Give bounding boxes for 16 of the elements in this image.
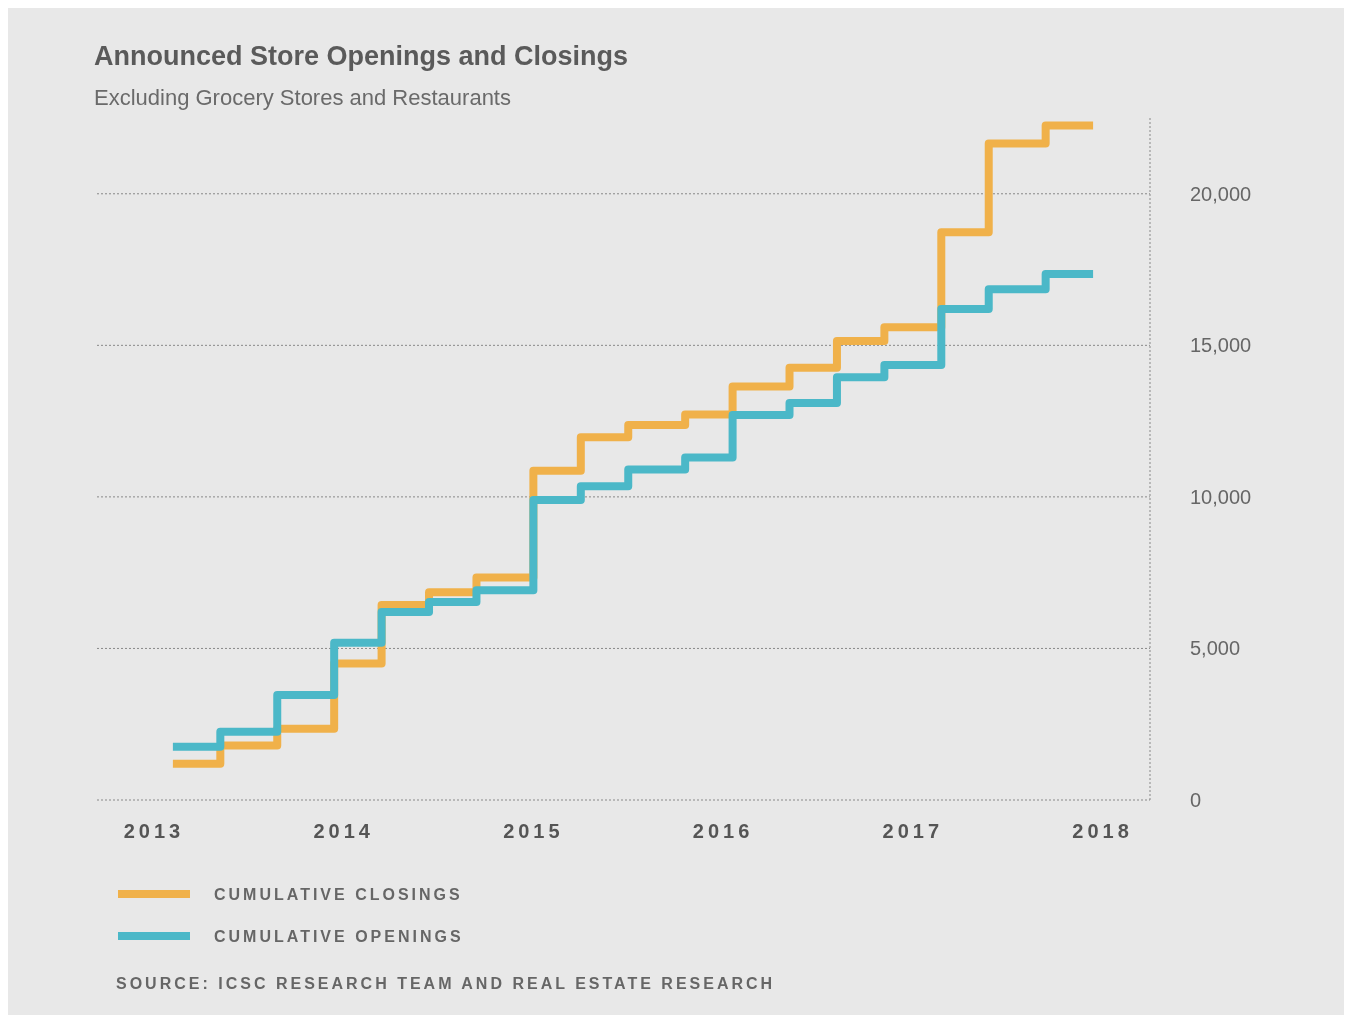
chart-subtitle: Excluding Grocery Stores and Restaurants: [94, 85, 511, 110]
x-tick-label: 2018: [1072, 820, 1133, 842]
x-tick-label: 2017: [882, 820, 944, 842]
x-tick-label: 2016: [692, 820, 754, 842]
legend-label: CUMULATIVE OPENINGS: [214, 928, 464, 945]
y-tick-label: 0: [1190, 789, 1202, 811]
x-tick-label: 2015: [503, 820, 564, 842]
source-note: SOURCE: ICSC RESEARCH TEAM AND REAL ESTATE RESEARCH: [116, 975, 776, 992]
y-tick-label: 15,000: [1190, 334, 1252, 357]
legend-label: CUMULATIVE CLOSINGS: [214, 886, 463, 903]
x-tick-label: 2014: [313, 820, 374, 842]
x-tick-label: 2013: [123, 820, 185, 842]
y-tick-label: 20,000: [1190, 182, 1252, 205]
chart-title: Announced Store Openings and Closings: [94, 41, 629, 71]
y-tick-label: 5,000: [1190, 637, 1241, 660]
y-tick-label: 10,000: [1190, 485, 1252, 508]
